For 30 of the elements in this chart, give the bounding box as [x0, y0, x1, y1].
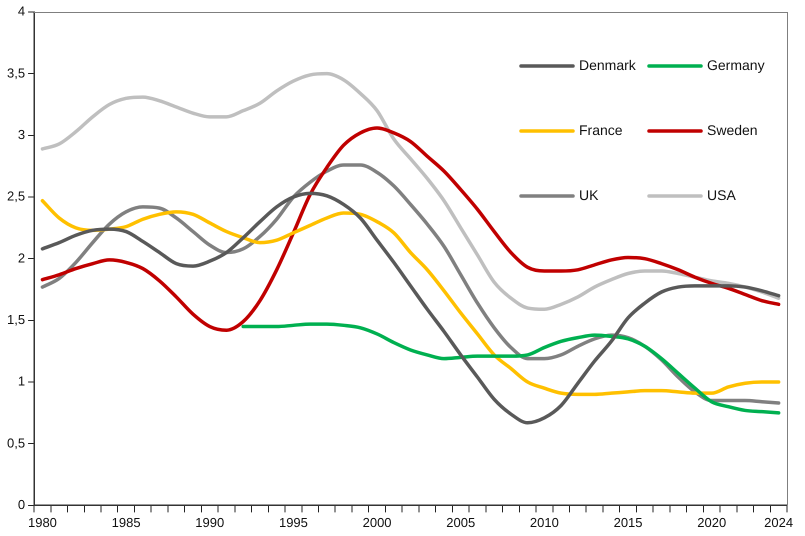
x-tick-label: 2010 — [530, 514, 559, 530]
line-series — [40, 72, 780, 312]
x-tick-label: 2015 — [614, 514, 643, 530]
legend-label: USA — [707, 186, 736, 203]
y-tick-label: 2 — [18, 250, 26, 266]
legend-label: Sweden — [707, 122, 758, 138]
legend-label: UK — [579, 186, 600, 203]
x-tick-label: 1990 — [195, 514, 224, 530]
legend-label: Germany — [707, 56, 765, 73]
x-tick-label: 2000 — [362, 514, 392, 530]
legend-label: France — [579, 122, 623, 138]
y-tick-label: 1,5 — [6, 312, 26, 327]
x-tick-label: 1995 — [278, 514, 308, 530]
y-tick-label: 2,5 — [6, 188, 26, 204]
x-tick-label: 2020 — [697, 514, 726, 530]
y-tick-label: 3 — [18, 126, 26, 142]
line-series — [40, 126, 780, 332]
x-tick-label: 1980 — [28, 514, 57, 530]
line-series — [40, 198, 780, 396]
y-tick-label: 4 — [18, 4, 26, 19]
x-tick-label: 1985 — [112, 514, 141, 530]
legend-label: Denmark — [579, 56, 637, 73]
y-tick-label: 0,5 — [6, 435, 26, 450]
line-series — [40, 192, 780, 425]
line-series — [241, 322, 780, 415]
x-tick-label: 2024 — [764, 514, 794, 530]
y-tick-label: 1 — [18, 374, 26, 389]
x-tick-label: 2005 — [446, 514, 476, 530]
y-tick-label: 0 — [18, 496, 26, 512]
y-tick-label: 3,5 — [6, 65, 26, 80]
